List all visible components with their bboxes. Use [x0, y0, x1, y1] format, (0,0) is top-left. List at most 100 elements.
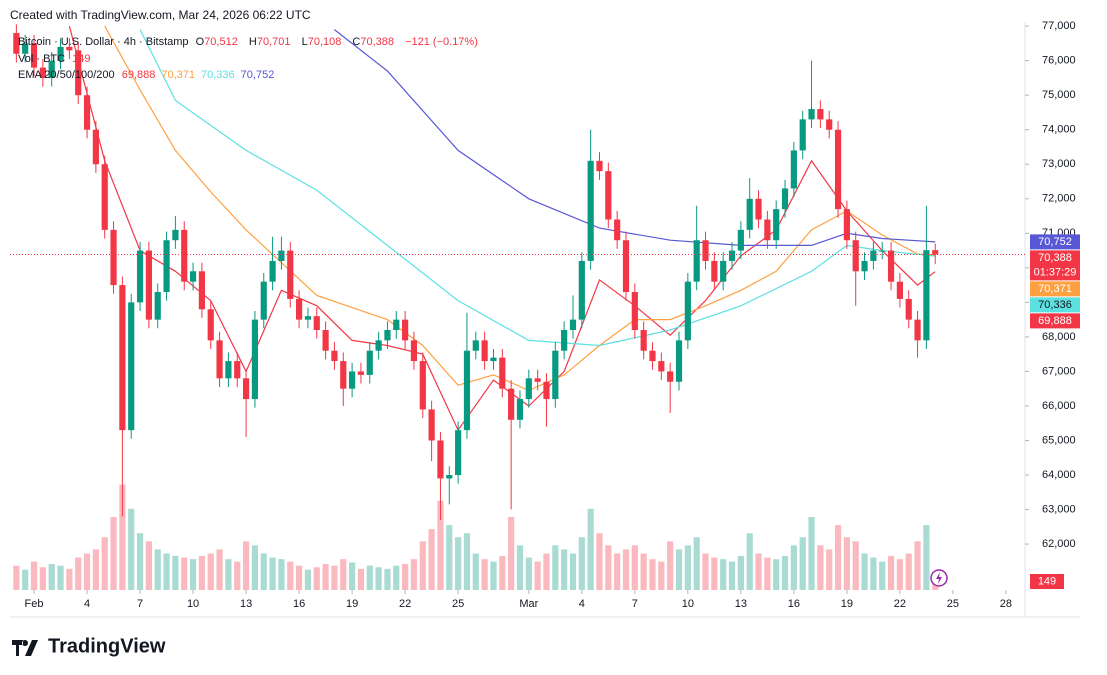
- volume-bar: [225, 559, 232, 590]
- candle-body: [667, 371, 674, 382]
- val: 70,388: [360, 36, 395, 48]
- x-tick-label: 22: [894, 598, 906, 610]
- x-tick-label: 13: [735, 598, 747, 610]
- candle-body: [808, 109, 815, 120]
- candle-body: [605, 171, 612, 220]
- candle-body: [251, 319, 259, 400]
- volume-bar: [552, 545, 559, 590]
- x-tick-label: 22: [399, 598, 411, 610]
- volume-bar: [83, 553, 91, 590]
- candle-body: [781, 188, 789, 210]
- volume-bar: [746, 533, 753, 590]
- candle-body: [269, 260, 276, 282]
- price-tag-label: 70,388: [1038, 252, 1072, 264]
- volume-bar: [516, 545, 524, 590]
- candle-body: [693, 240, 700, 282]
- ema-line: [104, 25, 936, 392]
- volume-bar: [437, 500, 444, 590]
- candle-body: [304, 316, 312, 320]
- price-tag-label: 69,888: [1038, 315, 1072, 327]
- volume-bar: [119, 484, 126, 590]
- legend-ema: EMA 20/50/100/200 69,888 70,371 70,336 70,7…: [18, 69, 284, 81]
- candle-body: [402, 319, 409, 341]
- candle-body: [543, 381, 550, 400]
- y-tick-label: 64,000: [1042, 469, 1076, 481]
- candle-body: [737, 229, 744, 251]
- volume-bar: [879, 561, 886, 590]
- volume-bar: [295, 565, 303, 590]
- candle-body: [225, 361, 232, 379]
- candle-body: [614, 219, 621, 241]
- volume-bar: [826, 549, 833, 590]
- volume-bar: [508, 516, 515, 590]
- candle-body: [790, 150, 797, 189]
- candle-body: [711, 260, 718, 282]
- candle-body: [181, 229, 188, 282]
- candle-body: [216, 340, 223, 379]
- candle-body: [472, 340, 479, 351]
- candle-body: [101, 164, 108, 230]
- candle-body: [242, 378, 250, 400]
- created: Created with TradingView.com, Mar 24, 20…: [10, 8, 311, 22]
- candle-body: [561, 329, 568, 351]
- candle-body: [702, 240, 709, 261]
- candle-body: [534, 378, 541, 382]
- candle-body: [393, 319, 400, 330]
- candle-body: [384, 329, 391, 341]
- volume-bar: [189, 559, 197, 590]
- volume-bar: [322, 564, 329, 590]
- y-tick-label: 62,000: [1042, 538, 1076, 550]
- volume-bar: [340, 559, 347, 590]
- candle-body: [154, 292, 161, 320]
- ohlc: O70,512: [196, 36, 242, 48]
- candle-body: [879, 250, 886, 252]
- volume-bar: [251, 545, 259, 590]
- volume-bar: [313, 567, 320, 590]
- candle-body: [83, 95, 91, 130]
- candle-body: [48, 60, 55, 78]
- x-tick-label: 10: [682, 598, 694, 610]
- volume-bar: [260, 553, 267, 590]
- ema-value: 70,371: [161, 69, 196, 81]
- candle-body: [596, 160, 603, 172]
- volume-bar: [304, 569, 312, 590]
- volume-bar: [13, 565, 20, 590]
- y-tick-label: 66,000: [1042, 400, 1076, 412]
- volume-bar: [349, 562, 356, 590]
- val: 70,701: [256, 36, 291, 48]
- alert-icon[interactable]: [936, 572, 942, 584]
- candle-body: [525, 378, 532, 400]
- candle-body: [746, 198, 753, 230]
- volume-bar: [48, 564, 55, 590]
- volume-bar: [667, 541, 674, 590]
- volume-bar: [649, 559, 656, 590]
- candle-body: [887, 250, 895, 282]
- candle-body: [13, 33, 20, 54]
- val: 70,512: [204, 36, 238, 48]
- candle-body: [375, 340, 382, 351]
- candle-body: [419, 361, 426, 410]
- volume-bar: [172, 555, 179, 590]
- volume-bar: [163, 553, 170, 590]
- candle-body: [861, 260, 868, 272]
- price-tag-label: 70,752: [1038, 236, 1072, 248]
- volume-bar: [525, 557, 532, 590]
- candle-body: [826, 119, 833, 130]
- candle-body: [852, 240, 859, 272]
- candle-body: [684, 281, 691, 341]
- y-tick-label: 65,000: [1042, 434, 1076, 446]
- x-tick-label: 7: [632, 598, 638, 610]
- y-tick-label: 72,000: [1042, 193, 1076, 205]
- volume-bar: [684, 545, 691, 590]
- candle-body: [508, 388, 515, 420]
- candle-body: [914, 319, 921, 341]
- candle-body: [357, 371, 365, 375]
- volume-bar: [463, 533, 471, 590]
- candle-body: [640, 329, 647, 351]
- volume-bar: [843, 537, 850, 590]
- volume-bar: [446, 525, 453, 590]
- candle-body: [622, 240, 630, 293]
- legend-volume: Vol · BTC 149: [18, 53, 95, 65]
- volume-bar: [410, 559, 418, 590]
- volume-bar: [658, 561, 665, 590]
